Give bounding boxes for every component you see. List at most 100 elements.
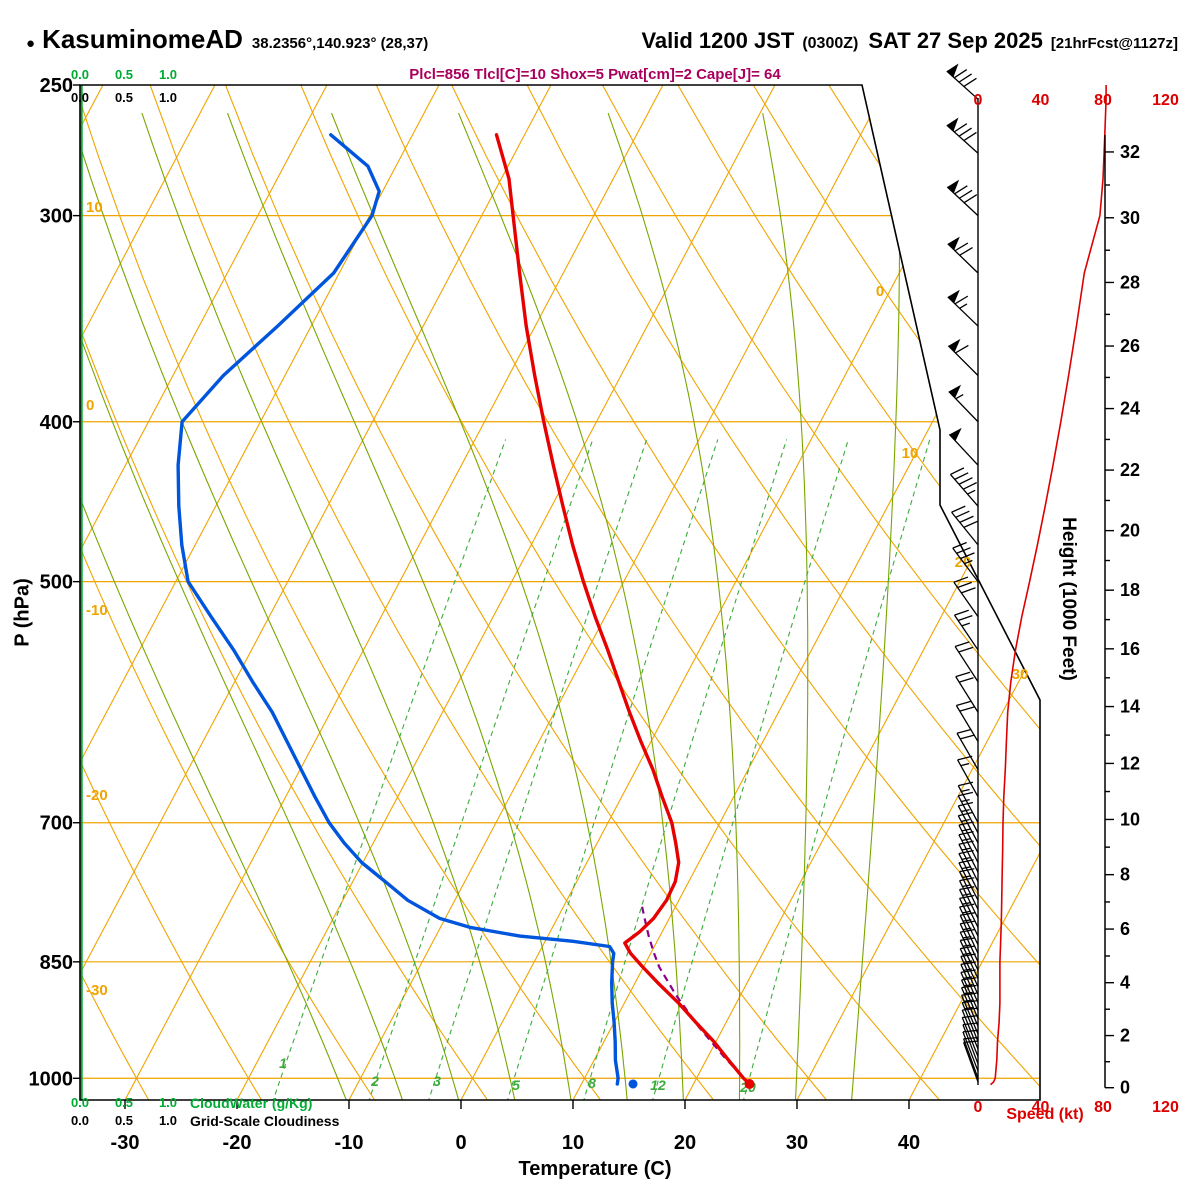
forecast-lead-info: [21hrFcst@1127z] [1050, 35, 1178, 52]
svg-text:18: 18 [1120, 580, 1140, 600]
scale-value: 1.0 [158, 1095, 178, 1110]
cloudiness-scale-bottom: 0.0 0.5 1.0 [67, 1113, 199, 1128]
svg-text:-30: -30 [111, 1132, 140, 1154]
svg-text:120: 120 [1152, 1099, 1179, 1116]
svg-text:12: 12 [650, 1077, 666, 1093]
svg-text:700: 700 [40, 813, 73, 835]
cloudwater-scale-bottom: 0.0 0.5 1.0 [67, 1095, 199, 1110]
plot-border [79, 84, 1041, 1101]
temperature-curve [494, 133, 752, 1086]
sounding-parameters: Plcl=856 Tlcl[C]=10 Shox=5 Pwat[cm]=2 Ca… [409, 66, 781, 83]
adiabat-labels: 10 0 -10 -20 -30 [86, 199, 108, 999]
svg-text:80: 80 [1094, 1099, 1112, 1116]
scale-value: 0.5 [114, 1095, 134, 1110]
svg-text:32: 32 [1120, 142, 1140, 162]
wind-barb [949, 467, 979, 507]
scale-value: 0.5 [114, 90, 134, 105]
svg-text:8: 8 [588, 1075, 596, 1091]
valid-zulu-time: (0300Z) [802, 35, 859, 52]
scale-value: 1.0 [158, 1113, 178, 1128]
svg-text:2: 2 [1120, 1026, 1130, 1046]
svg-text:8: 8 [1120, 865, 1130, 885]
parcel-curve [640, 904, 751, 1085]
scale-value: 0.0 [70, 1113, 90, 1128]
wind-barb [953, 609, 979, 651]
wind-barb [952, 541, 979, 583]
wind-barbs [946, 63, 979, 1085]
svg-text:16: 16 [1120, 639, 1140, 659]
height-axis-label: Height (1000 Feet) [1058, 517, 1079, 681]
svg-text:-30: -30 [86, 982, 108, 999]
scale-value: 1.0 [158, 90, 178, 105]
wind-barb [947, 236, 979, 274]
svg-text:10: 10 [86, 199, 103, 216]
svg-text:14: 14 [1120, 697, 1140, 717]
svg-text:5: 5 [512, 1077, 520, 1093]
skewt-background [80, 85, 1040, 1100]
svg-text:400: 400 [40, 412, 73, 434]
svg-text:2: 2 [370, 1073, 379, 1089]
svg-text:0: 0 [876, 283, 884, 300]
mixing-ratio-labels: 123581220 [279, 1055, 756, 1095]
svg-text:26: 26 [1120, 336, 1140, 356]
svg-text:3: 3 [433, 1073, 441, 1089]
station-marker-icon: ● [26, 35, 36, 52]
svg-text:20: 20 [674, 1132, 696, 1154]
scale-value: 0.5 [114, 67, 134, 82]
wind-barb [951, 505, 979, 546]
cloudiness-label: Grid-Scale Cloudiness [190, 1113, 340, 1129]
svg-text:6: 6 [1120, 919, 1130, 939]
svg-text:-10: -10 [335, 1132, 364, 1154]
pressure-tick-labels: 250 300 400 500 700 850 1000 [29, 75, 80, 1090]
scale-value: 0.0 [70, 67, 90, 82]
wind-barb [957, 755, 979, 797]
svg-text:10: 10 [1120, 809, 1140, 829]
svg-text:28: 28 [1120, 272, 1140, 292]
wind-barb [946, 63, 979, 100]
wind-barb [946, 117, 979, 154]
cloudwater-scale-top: 0.0 0.5 1.0 [67, 67, 199, 82]
svg-text:40: 40 [1032, 1099, 1050, 1116]
svg-text:500: 500 [40, 572, 73, 594]
dry-adiabats [80, 85, 1040, 1100]
svg-text:30: 30 [786, 1132, 808, 1154]
wind-barb [956, 728, 979, 770]
pressure-gridlines [80, 215, 1040, 1079]
svg-text:0: 0 [974, 1099, 983, 1116]
svg-text:120: 120 [1152, 92, 1179, 109]
wind-barb [955, 700, 979, 742]
svg-text:30: 30 [1012, 666, 1029, 683]
moist-adiabats [80, 112, 901, 1100]
svg-text:30: 30 [1120, 208, 1140, 228]
svg-text:-20: -20 [86, 787, 108, 804]
surface-dewpoint-dot [628, 1079, 638, 1089]
svg-text:1: 1 [279, 1055, 287, 1071]
wind-barb [963, 1040, 979, 1083]
wind-speed-curve [989, 85, 1107, 1086]
cloudiness-scale-top: 0.0 0.5 1.0 [67, 90, 199, 105]
svg-text:24: 24 [1120, 399, 1140, 419]
svg-text:850: 850 [40, 952, 73, 974]
wind-barb [953, 576, 979, 617]
wind-barb [946, 179, 979, 217]
surface-temperature-dot [744, 1078, 755, 1089]
mixing-ratio-lines [271, 439, 931, 1100]
svg-text:-20: -20 [223, 1132, 252, 1154]
temperature-axis-label: Temperature (C) [518, 1158, 672, 1180]
svg-text:40: 40 [898, 1132, 920, 1154]
pressure-axis-label: P (hPa) [11, 578, 34, 647]
valid-time: Valid 1200 JST [641, 28, 795, 53]
scale-value: 1.0 [158, 67, 178, 82]
isotherms [80, 85, 1040, 1100]
svg-text:0: 0 [86, 397, 94, 414]
scale-value: 0.0 [70, 90, 90, 105]
scale-value: 0.0 [70, 1095, 90, 1110]
dewpoint-curve [176, 133, 620, 1086]
wind-barb [948, 427, 979, 466]
svg-text:0: 0 [455, 1132, 466, 1154]
svg-text:22: 22 [1120, 460, 1140, 480]
wind-barb [948, 384, 979, 423]
